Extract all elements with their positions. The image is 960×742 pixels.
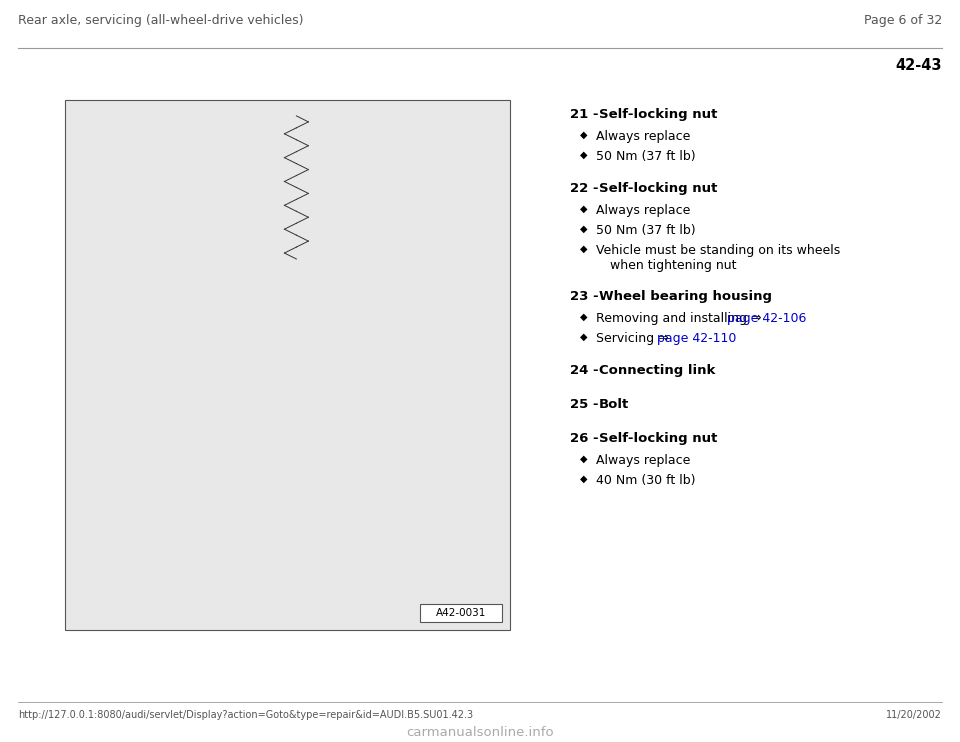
Text: Servicing ⇒: Servicing ⇒ <box>596 332 673 345</box>
Text: Self-locking nut: Self-locking nut <box>599 108 717 121</box>
Text: ◆: ◆ <box>580 454 588 464</box>
Text: A42-0031: A42-0031 <box>436 608 486 618</box>
Text: page 42-110: page 42-110 <box>657 332 736 345</box>
Text: Page 6 of 32: Page 6 of 32 <box>864 14 942 27</box>
Text: 23 -: 23 - <box>570 290 603 303</box>
Text: Always replace: Always replace <box>596 454 690 467</box>
Text: 22 -: 22 - <box>570 182 603 195</box>
Text: when tightening nut: when tightening nut <box>610 259 736 272</box>
Text: ◆: ◆ <box>580 130 588 140</box>
Text: http://127.0.0.1:8080/audi/servlet/Display?action=Goto&type=repair&id=AUDI.B5.SU: http://127.0.0.1:8080/audi/servlet/Displ… <box>18 710 473 720</box>
Text: Wheel bearing housing: Wheel bearing housing <box>599 290 772 303</box>
Text: ◆: ◆ <box>580 474 588 484</box>
Text: Self-locking nut: Self-locking nut <box>599 182 717 195</box>
Bar <box>65 100 510 630</box>
Text: Removing and installing ⇒: Removing and installing ⇒ <box>596 312 765 325</box>
FancyBboxPatch shape <box>420 604 502 622</box>
Text: ◆: ◆ <box>580 204 588 214</box>
Text: 50 Nm (37 ft lb): 50 Nm (37 ft lb) <box>596 224 696 237</box>
Text: ◆: ◆ <box>580 224 588 234</box>
Text: ◆: ◆ <box>580 150 588 160</box>
Text: Vehicle must be standing on its wheels: Vehicle must be standing on its wheels <box>596 244 840 257</box>
Text: Bolt: Bolt <box>599 398 629 411</box>
Text: ◆: ◆ <box>580 332 588 342</box>
Text: Rear axle, servicing (all-wheel-drive vehicles): Rear axle, servicing (all-wheel-drive ve… <box>18 14 303 27</box>
Text: 40 Nm (30 ft lb): 40 Nm (30 ft lb) <box>596 474 695 487</box>
Text: Connecting link: Connecting link <box>599 364 715 377</box>
Text: carmanualsonline.info: carmanualsonline.info <box>406 726 554 739</box>
Text: 26 -: 26 - <box>570 432 603 445</box>
Text: 50 Nm (37 ft lb): 50 Nm (37 ft lb) <box>596 150 696 163</box>
Text: Always replace: Always replace <box>596 204 690 217</box>
Text: page 42-106: page 42-106 <box>728 312 806 325</box>
Text: ◆: ◆ <box>580 312 588 322</box>
Text: 25 -: 25 - <box>570 398 603 411</box>
Text: 24 -: 24 - <box>570 364 603 377</box>
Text: 11/20/2002: 11/20/2002 <box>886 710 942 720</box>
Text: Always replace: Always replace <box>596 130 690 143</box>
Text: ◆: ◆ <box>580 244 588 254</box>
Text: 42-43: 42-43 <box>896 58 942 73</box>
Text: 21 -: 21 - <box>570 108 603 121</box>
Text: Self-locking nut: Self-locking nut <box>599 432 717 445</box>
